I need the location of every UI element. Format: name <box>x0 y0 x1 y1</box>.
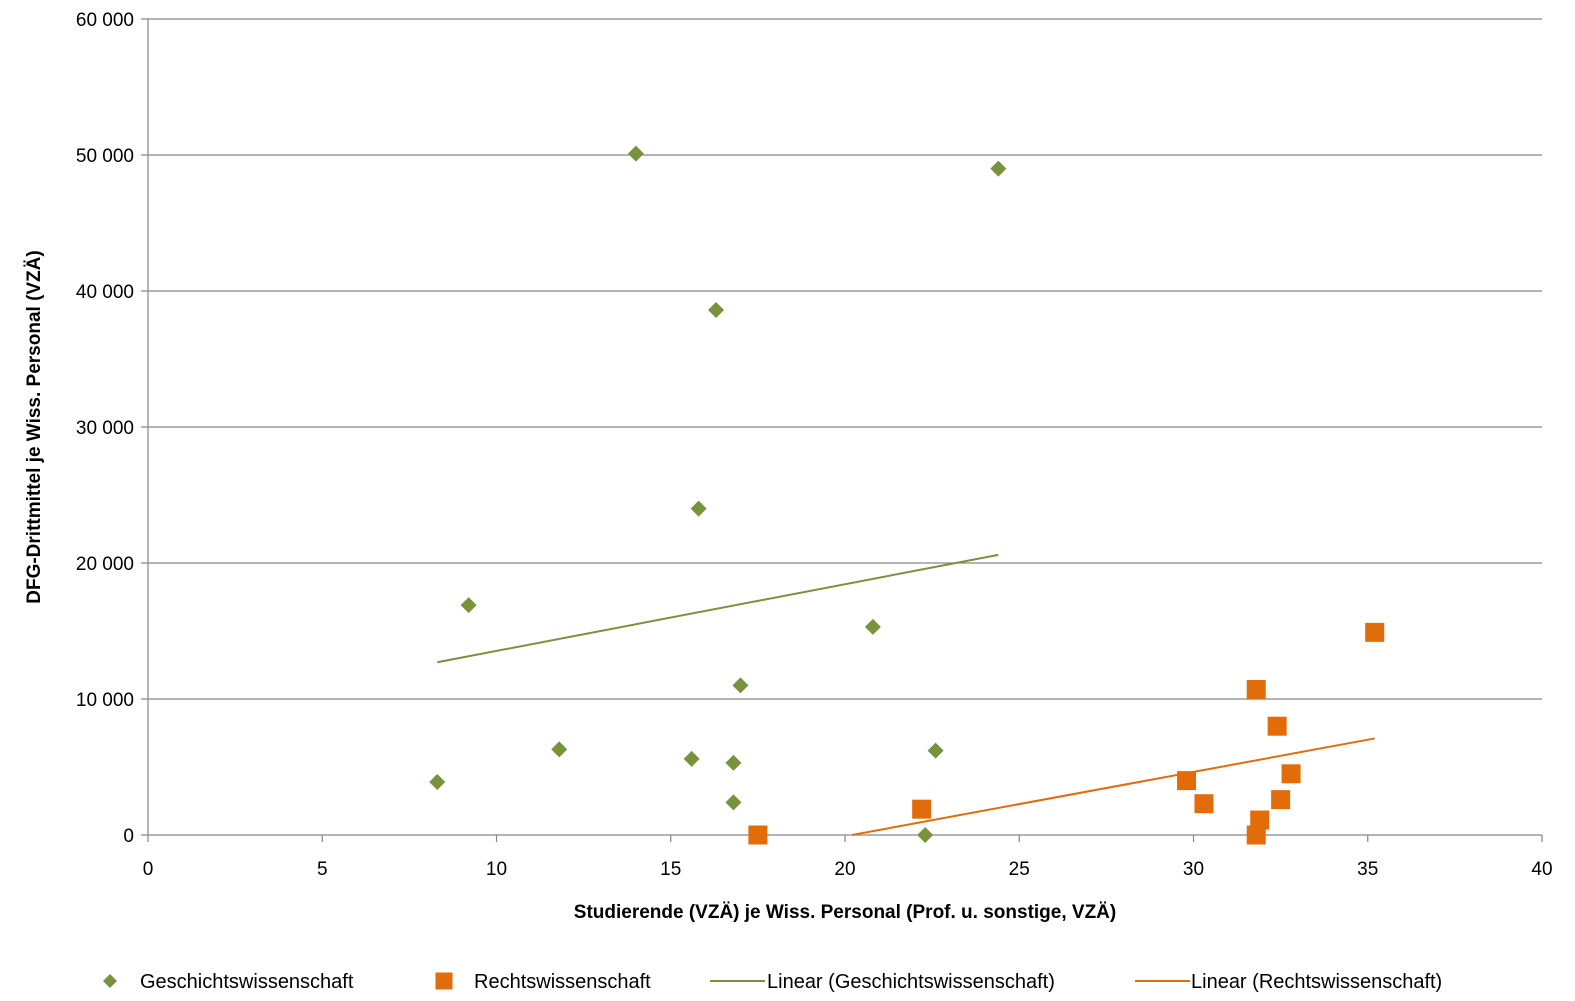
x-axis-title: Studierende (VZÄ) je Wiss. Personal (Pro… <box>574 902 1116 923</box>
legend-label: Linear (Geschichtswissenschaft) <box>767 971 1055 993</box>
data-point <box>725 794 742 811</box>
data-point <box>551 741 568 758</box>
data-point <box>1246 825 1266 845</box>
legend-label: Rechtswissenschaft <box>474 971 651 993</box>
gridlines <box>148 18 1542 700</box>
x-tick-label: 30 <box>1183 859 1204 880</box>
y-axis-title: DFG-Drittmittel je Wiss. Personal (VZÄ) <box>24 250 45 604</box>
data-point <box>912 799 932 819</box>
x-tick-label: 35 <box>1357 859 1378 880</box>
y-tick-label: 30 000 <box>76 418 134 439</box>
legend-label: Linear (Rechtswissenschaft) <box>1191 971 1442 993</box>
x-tick-label: 0 <box>143 859 154 880</box>
tick-labels: 0 10 000 20 000 30 000 40 000 50 000 60 000 0 5 1… <box>76 10 1553 880</box>
data-point <box>460 597 477 614</box>
trendline <box>851 737 1375 836</box>
legend-symbol <box>435 972 453 990</box>
data-point <box>690 500 707 517</box>
trendlines <box>437 553 1375 836</box>
data-point <box>725 754 742 771</box>
legend-label: Geschichtswissenschaft <box>140 971 354 993</box>
data-point <box>917 827 934 843</box>
data-point <box>683 750 700 767</box>
data-points <box>429 145 1385 845</box>
y-tick-label: 60 000 <box>76 10 134 31</box>
x-tick-label: 40 <box>1531 859 1552 880</box>
data-point <box>1177 771 1197 791</box>
x-tick-label: 20 <box>834 859 855 880</box>
data-point <box>864 618 881 635</box>
y-tick-label: 20 000 <box>76 554 134 575</box>
data-point <box>927 742 944 759</box>
data-point <box>708 302 725 319</box>
legend: Geschichtswissenschaft Rechtswissenschaft… <box>103 971 1442 993</box>
trendline <box>437 553 999 664</box>
data-point <box>1365 622 1385 642</box>
data-point <box>429 773 446 790</box>
y-tick-label: 40 000 <box>76 282 134 303</box>
data-point <box>1194 794 1214 814</box>
x-tick-label: 5 <box>317 859 328 880</box>
legend-symbol <box>103 974 117 988</box>
x-tick-label: 25 <box>1009 859 1030 880</box>
data-point <box>1246 679 1266 699</box>
data-point <box>627 145 644 162</box>
data-point <box>748 825 768 845</box>
y-tick-label: 0 <box>123 826 134 847</box>
data-point <box>732 677 749 694</box>
data-point <box>990 160 1007 177</box>
data-point <box>1250 810 1270 830</box>
data-point <box>1267 716 1287 736</box>
x-tick-label: 15 <box>660 859 681 880</box>
y-tick-label: 50 000 <box>76 146 134 167</box>
data-point <box>1271 790 1291 810</box>
y-tick-label: 10 000 <box>76 690 134 711</box>
axes <box>141 18 1543 842</box>
x-tick-label: 10 <box>486 859 507 880</box>
data-point <box>1281 764 1301 784</box>
